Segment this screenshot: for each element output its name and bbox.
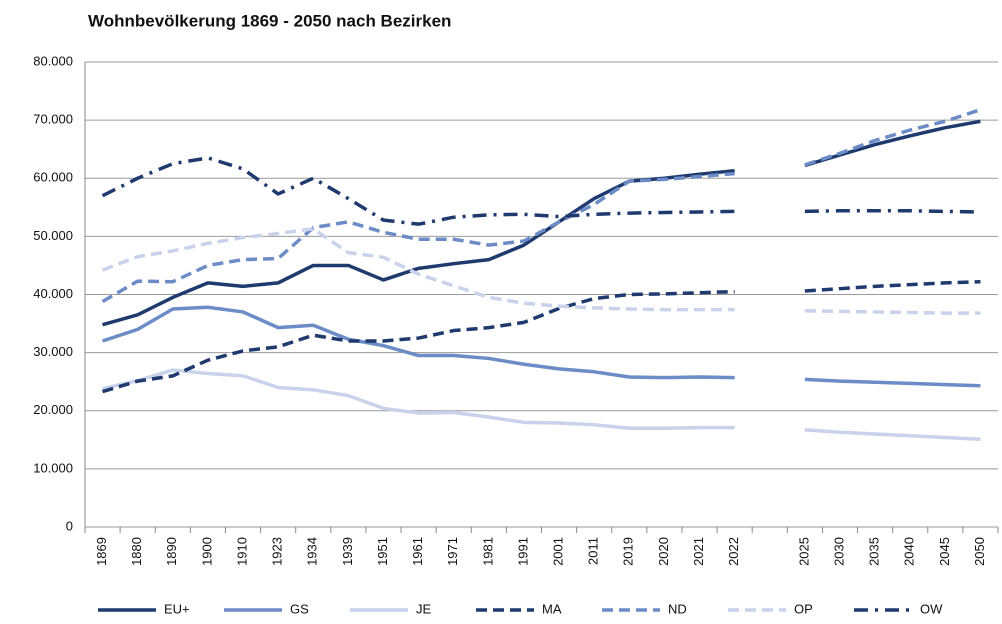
x-tick-label: 2035: [867, 537, 882, 566]
x-tick-label: 2022: [726, 537, 741, 566]
x-tick-label: 2019: [621, 537, 636, 566]
legend-label: OW: [920, 601, 943, 616]
legend-label: EU+: [164, 601, 190, 616]
x-tick-label: 2030: [831, 537, 846, 566]
legend-label: OP: [794, 601, 813, 616]
y-tick-label: 40.000: [33, 286, 73, 301]
x-tick-label: 1890: [164, 537, 179, 566]
legend-label: ND: [668, 601, 687, 616]
x-tick-label: 2001: [550, 537, 565, 566]
x-tick-label: 2050: [972, 537, 987, 566]
series-line: [102, 279, 981, 394]
y-tick-label: 60.000: [33, 170, 73, 185]
series-line: [101, 227, 981, 315]
x-tick-label: 1910: [234, 537, 249, 566]
x-tick-label: 2020: [656, 537, 671, 566]
chart-title: Wohnbevölkerung 1869 - 2050 nach Bezirke…: [88, 11, 451, 30]
x-tick-label: 1951: [375, 537, 390, 566]
y-tick-label: 30.000: [33, 344, 73, 359]
series-line: [101, 156, 981, 226]
x-tick-label: 1939: [340, 537, 355, 566]
y-tick-label: 50.000: [33, 228, 73, 243]
x-tick-label: 2021: [691, 537, 706, 566]
x-tick-label: 1869: [94, 537, 109, 566]
y-tick-label: 70.000: [33, 112, 73, 127]
x-tick-label: 2025: [796, 537, 811, 566]
series-line: [101, 108, 981, 303]
x-tick-label: 1880: [129, 537, 144, 566]
x-tick-label: 2011: [586, 537, 601, 565]
y-tick-label: 0: [66, 518, 73, 533]
series-line: [102, 305, 981, 388]
x-tick-label: 1923: [270, 537, 285, 566]
x-tick-label: 1991: [515, 537, 530, 566]
x-tick-label: 1971: [445, 537, 460, 566]
x-tick-label: 2045: [937, 537, 952, 566]
x-tick-label: 1961: [410, 537, 425, 566]
x-tick-label: 2040: [902, 537, 917, 566]
x-tick-label: 1981: [480, 537, 495, 566]
legend-label: MA: [542, 601, 562, 616]
legend-label: GS: [290, 601, 309, 616]
x-tick-label: 1900: [199, 537, 214, 566]
series-line: [102, 368, 981, 441]
legend-label: JE: [416, 601, 432, 616]
x-tick-label: 1934: [305, 537, 320, 566]
y-tick-label: 80.000: [33, 53, 73, 68]
y-tick-label: 10.000: [33, 460, 73, 475]
y-tick-label: 20.000: [33, 402, 73, 417]
